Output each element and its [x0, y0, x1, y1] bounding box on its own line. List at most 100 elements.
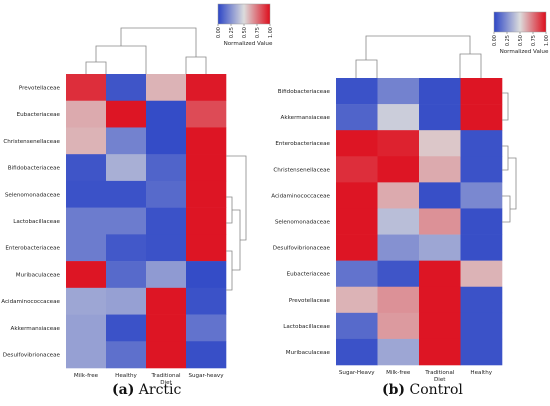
- heatmap-b-cell: [336, 130, 378, 157]
- heatmap-a-cell: [106, 74, 147, 102]
- heatmap-b-row-dendrogram: [502, 145, 509, 171]
- heatmap-a-col-label: Sugar-heavy: [188, 373, 224, 379]
- heatmap-b-cell: [460, 234, 503, 261]
- heatmap-a-cell: [186, 100, 227, 128]
- heatmap-a-row-label: Lactobacillaceae: [13, 219, 60, 225]
- heatmap-b-cell: [460, 312, 503, 340]
- heatmap-b-cell: [419, 104, 461, 131]
- heatmap-a-col-label: Traditional Diet: [150, 373, 181, 386]
- heatmap-a-cell: [186, 154, 227, 182]
- heatmap-a-cell: [146, 261, 187, 289]
- heatmap-b-cell: [460, 286, 503, 314]
- heatmap-b-cell: [336, 208, 378, 235]
- heatmap-a-cell: [186, 287, 227, 315]
- heatmap-b-cell: [460, 182, 503, 209]
- heatmap-a-row-label: Acidaminococcaceae: [1, 299, 60, 305]
- heatmap-b-cell: [377, 156, 420, 183]
- heatmap-a-cell: [106, 314, 147, 342]
- heatmap-b-cell: [336, 234, 378, 261]
- heatmap-b-cell: [460, 208, 503, 235]
- heatmap-b-row-label: Desulfovibrionaceae: [273, 246, 331, 252]
- heatmap-a-cell: [106, 341, 147, 369]
- heatmap-a-row-label: Akkermansiaceae: [11, 326, 61, 332]
- heatmap-b-cell: [460, 104, 503, 131]
- heatmap-b-row-dendrogram: [508, 157, 517, 210]
- heatmap-b-cell: [336, 182, 378, 209]
- heatmap-a-cell: [106, 234, 147, 262]
- heatmap-b-row-label: Eubacteriaceae: [287, 272, 331, 278]
- caption-b: (b) Control: [382, 382, 463, 398]
- heatmap-a-cell: [186, 341, 227, 369]
- heatmap-a-col-dendrogram: [85, 61, 107, 74]
- heatmap-b-cell: [377, 104, 420, 131]
- heatmap-b-cell: [336, 78, 378, 105]
- heatmap-a-cell: [106, 207, 147, 235]
- colorbar-b: [493, 11, 547, 33]
- heatmap-a-row-label: Selenomonadaceae: [5, 192, 61, 198]
- heatmap-b-cell: [419, 286, 461, 314]
- heatmap-a-cell: [186, 261, 227, 289]
- colorbar-a-tick-label: 0.25: [229, 27, 235, 38]
- heatmap-a-row-dendrogram: [226, 155, 247, 241]
- heatmap-a-row-label: Prevotellaceae: [19, 85, 61, 91]
- caption-a-label: (a): [112, 382, 135, 398]
- heatmap-b-cell: [419, 234, 461, 261]
- heatmap-b-cell: [377, 338, 420, 366]
- heatmap-b-row-dendrogram: [502, 195, 511, 223]
- heatmap-a-cell: [186, 207, 227, 235]
- heatmap-b-cell: [419, 156, 461, 183]
- heatmap-a-col-label: Milk-free: [74, 373, 99, 379]
- heatmap-a-cell: [106, 100, 147, 128]
- heatmap-a-cell: [186, 314, 227, 342]
- heatmap-a-row-label: Enterobacteriaceae: [5, 246, 60, 252]
- heatmap-b-cell: [419, 312, 461, 340]
- heatmap-b-cell: [460, 156, 503, 183]
- heatmap-a-cell: [146, 234, 187, 262]
- heatmap-a-cell: [146, 100, 187, 128]
- heatmap-a-cell: [106, 261, 147, 289]
- heatmap-a-cell: [106, 154, 147, 182]
- heatmap-b-cell: [419, 338, 461, 366]
- heatmap-b-col-label: Healthy: [470, 370, 492, 376]
- heatmap-b-row-label: Christensenellaceae: [273, 167, 330, 173]
- heatmap-b-cell: [377, 234, 420, 261]
- heatmap-b-cell: [336, 286, 378, 314]
- heatmap-b-col-dendrogram: [355, 59, 378, 78]
- heatmap-a-row-dendrogram: [226, 250, 233, 291]
- heatmap-a-cell: [66, 154, 107, 182]
- heatmap-a-cell: [66, 207, 107, 235]
- heatmap-b-row-dendrogram: [502, 92, 509, 121]
- heatmap-a-col-dendrogram: [120, 27, 197, 57]
- colorbar-b-tick-label: 0.00: [492, 35, 498, 46]
- heatmap-b-cell: [377, 208, 420, 235]
- colorbar-a-label: Normalized Value: [224, 41, 273, 47]
- heatmap-b-col-dendrogram: [365, 35, 471, 60]
- heatmap-a-cell: [106, 180, 147, 208]
- heatmap-a-cell: [186, 180, 227, 208]
- heatmap-b-row-label: Prevotellaceae: [289, 298, 331, 304]
- heatmap-a-cell: [146, 180, 187, 208]
- heatmap-a-cell: [66, 127, 107, 155]
- heatmap-a-cell: [146, 314, 187, 342]
- heatmap-a-row-label: Bifidobacteriaceae: [8, 166, 61, 172]
- heatmap-a-cell: [186, 127, 227, 155]
- caption-b-label: (b): [382, 382, 406, 398]
- colorbar-a: [217, 3, 271, 25]
- heatmap-a-cell: [66, 287, 107, 315]
- heatmap-b-cell: [377, 286, 420, 314]
- heatmap-b-row-label: Enterobacteriaceae: [275, 141, 330, 147]
- heatmap-b-row-label: Selenomonadaceae: [275, 220, 331, 226]
- heatmap-b-cell: [419, 260, 461, 288]
- heatmap-b-cell: [419, 130, 461, 157]
- heatmap-a-cell: [186, 74, 227, 102]
- heatmap-a-cell: [106, 287, 147, 315]
- colorbar-b-tick-label: 0.25: [505, 35, 511, 46]
- heatmap-b-col-label: Milk-free: [386, 370, 411, 376]
- heatmap-b-cell: [460, 78, 503, 105]
- colorbar-b-tick-label: 0.75: [531, 35, 537, 46]
- heatmap-b-col-dendrogram: [459, 53, 482, 78]
- heatmap-b-cell: [419, 78, 461, 105]
- heatmap-b-col-label: Traditional Diet: [424, 370, 455, 383]
